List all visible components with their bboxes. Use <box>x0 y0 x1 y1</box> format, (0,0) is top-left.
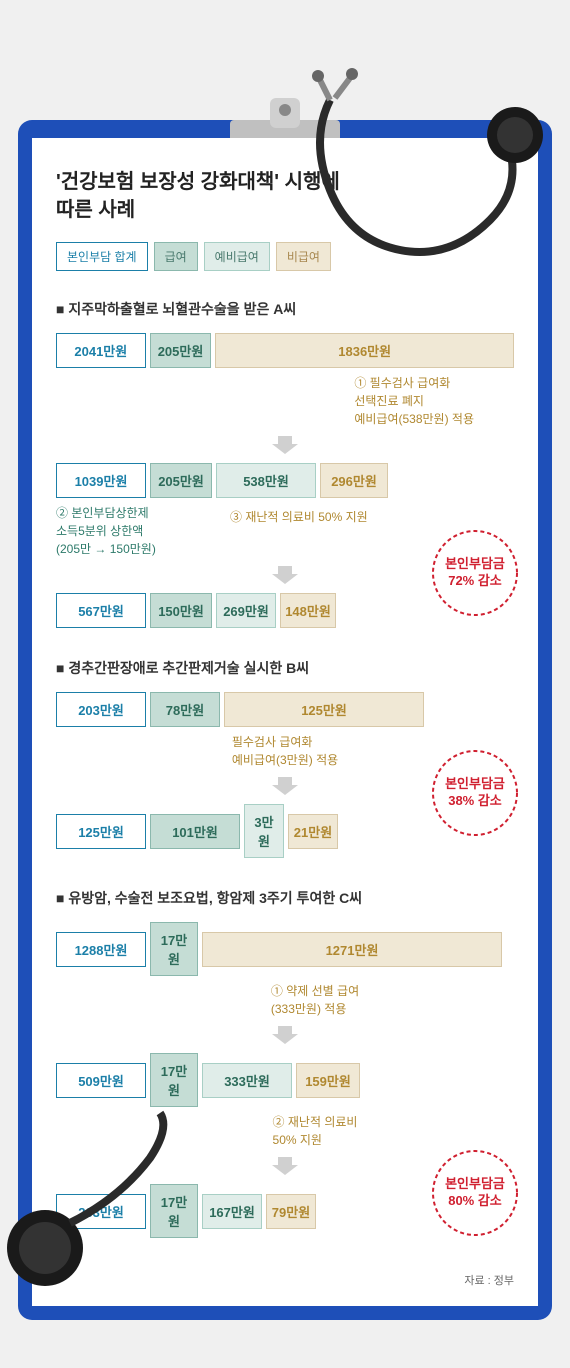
legend-preliminary: 예비급여 <box>204 242 270 271</box>
preliminary-box: 538만원 <box>216 463 316 498</box>
case-a: ■ 지주막하출혈로 뇌혈관수술을 받은 A씨 2041만원 205만원 1836… <box>56 299 514 628</box>
case-a-note3: ③ 재난적 의료비 50% 지원 <box>230 508 368 526</box>
reduction-badge-a: 본인부담금72% 감소 <box>430 528 520 618</box>
total-box: 1039만원 <box>56 463 146 498</box>
total-box: 203만원 <box>56 692 146 727</box>
uncovered-box: 296만원 <box>320 463 388 498</box>
preliminary-box: 333만원 <box>202 1063 292 1098</box>
uncovered-box: 1836만원 <box>215 333 514 368</box>
case-c-row2: 509만원 17만원 333만원 159만원 <box>56 1053 514 1107</box>
uncovered-box: 125만원 <box>224 692 424 727</box>
case-b: ■ 경추간판장애로 추간판제거술 실시한 B씨 203만원 78만원 125만원… <box>56 658 514 858</box>
stethoscope-bottom-decoration <box>0 1108 190 1308</box>
source-text: 자료 : 정부 <box>464 1272 514 1288</box>
reduction-badge-b: 본인부담금38% 감소 <box>430 748 520 838</box>
covered-box: 205만원 <box>150 333 212 368</box>
case-a-row2: 1039만원 205만원 538만원 296만원 <box>56 463 514 498</box>
case-b-note1: 필수검사 급여화예비급여(3만원) 적용 <box>232 733 338 769</box>
total-box: 509만원 <box>56 1063 146 1098</box>
preliminary-box: 3만원 <box>244 804 284 858</box>
legend-total: 본인부담 합계 <box>56 242 148 271</box>
total-box: 125만원 <box>56 814 146 849</box>
total-box: 1288만원 <box>56 932 146 967</box>
down-arrow-icon <box>56 434 514 461</box>
preliminary-box: 167만원 <box>202 1194 262 1229</box>
case-c-note1: ① 약제 선별 급여(333만원) 적용 <box>271 982 359 1018</box>
covered-box: 78만원 <box>150 692 220 727</box>
covered-box: 150만원 <box>150 593 212 628</box>
covered-box: 101만원 <box>150 814 240 849</box>
case-a-note1: ① 필수검사 급여화선택진료 폐지예비급여(538만원) 적용 <box>354 374 474 428</box>
covered-box: 17만원 <box>150 1053 198 1107</box>
covered-box: 205만원 <box>150 463 212 498</box>
preliminary-box: 269만원 <box>216 593 276 628</box>
case-a-row1: 2041만원 205만원 1836만원 <box>56 333 514 368</box>
uncovered-box: 21만원 <box>288 814 338 849</box>
case-b-row1: 203만원 78만원 125만원 <box>56 692 514 727</box>
case-c-row1: 1288만원 17만원 1271만원 <box>56 922 514 976</box>
stethoscope-top-decoration <box>290 60 550 320</box>
case-a-note2: ② 본인부담상한제소득5분위 상한액(205만 → 150만원) <box>56 504 206 558</box>
case-c-note2: ② 재난적 의료비50% 지원 <box>273 1113 358 1149</box>
total-box: 2041만원 <box>56 333 146 368</box>
case-b-title: ■ 경추간판장애로 추간판제거술 실시한 B씨 <box>56 658 514 678</box>
covered-box: 17만원 <box>150 922 198 976</box>
reduction-badge-c: 본인부담금80% 감소 <box>430 1148 520 1238</box>
uncovered-box: 1271만원 <box>202 932 502 967</box>
legend-covered: 급여 <box>154 242 198 271</box>
uncovered-box: 159만원 <box>296 1063 360 1098</box>
uncovered-box: 79만원 <box>266 1194 316 1229</box>
case-c-title: ■ 유방암, 수술전 보조요법, 항암제 3주기 투여한 C씨 <box>56 888 514 908</box>
total-box: 567만원 <box>56 593 146 628</box>
down-arrow-icon <box>56 1024 514 1051</box>
uncovered-box: 148만원 <box>280 593 336 628</box>
